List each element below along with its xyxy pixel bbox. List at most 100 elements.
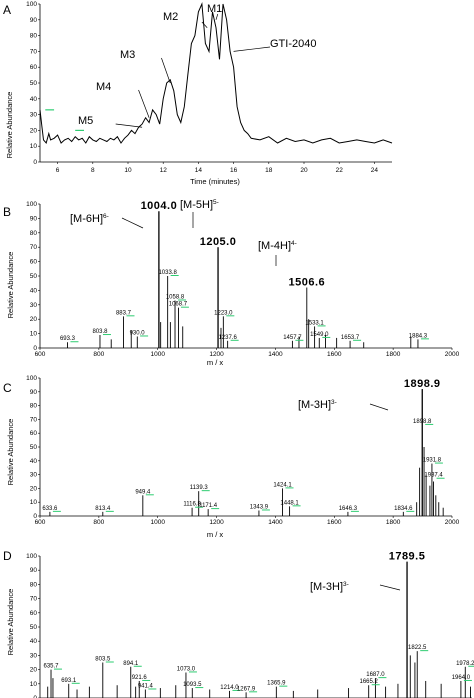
y-tick-label: 10 xyxy=(30,331,38,338)
y-tick-label: 50 xyxy=(30,273,38,280)
y-tick-label: 10 xyxy=(30,143,38,150)
x-tick-label: 800 xyxy=(93,351,104,358)
y-tick-label: 30 xyxy=(30,652,38,659)
y-tick-label: 100 xyxy=(26,201,37,208)
y-tick-label: 20 xyxy=(30,127,38,134)
peak-label: 1073.0 xyxy=(177,666,196,672)
y-tick-label: 100 xyxy=(26,1,37,8)
annotation-arrow xyxy=(201,21,208,28)
x-tick-label: 2000 xyxy=(445,519,460,526)
annotation-arrow xyxy=(233,46,271,52)
peak-label: 1789.5 xyxy=(389,551,426,563)
y-tick-label: 20 xyxy=(30,667,38,674)
y-tick-label: 80 xyxy=(30,581,38,588)
panel-b-xlabel: m / x xyxy=(207,358,223,367)
y-tick-label: 40 xyxy=(30,287,38,294)
peak-label: 803.5 xyxy=(95,657,111,663)
x-tick-label: 1200 xyxy=(209,519,224,526)
peak-label: 1533.1 xyxy=(305,320,324,326)
ion-label-m-3h-d: [M-3H]3- xyxy=(310,581,349,593)
peak-label: 1116.8 xyxy=(183,502,201,508)
panel-d-plot: 0 10 20 30 40 50 60 70 80 90 100 635.7 693.1 803.5 894… xyxy=(26,551,474,698)
peak-label: 1267.9 xyxy=(237,686,256,692)
y-tick-label: 40 xyxy=(30,458,38,465)
x-tick-label: 1600 xyxy=(327,351,342,358)
peak-label: 635.7 xyxy=(44,664,60,670)
x-tick-label: 1800 xyxy=(386,351,401,358)
panel-b-plot: 0 10 20 30 40 50 60 70 80 90 100 600 800 1000 1200 1400… xyxy=(26,200,459,358)
y-tick-label: 90 xyxy=(30,567,38,574)
x-tick-label: 14 xyxy=(195,167,203,174)
peak-label: 1898.9 xyxy=(404,378,441,390)
peak-label: 1223.0 xyxy=(214,310,233,316)
ion-annotation-arrow xyxy=(379,584,401,591)
peak-label: 693.3 xyxy=(60,336,76,342)
y-tick-label: 50 xyxy=(30,444,38,451)
peak-label: 921.6 xyxy=(132,675,148,681)
annotation-arrow xyxy=(215,13,219,20)
peak-label: 1033.8 xyxy=(158,270,177,276)
ion-label-m-3h-c: [M-3H]3- xyxy=(298,399,337,411)
y-tick-label: 90 xyxy=(30,17,38,24)
ion-annotation-arrow xyxy=(369,403,389,411)
peak-label: 633.6 xyxy=(42,506,58,512)
y-tick-label: 20 xyxy=(30,485,38,492)
annotation-arrow xyxy=(115,123,143,128)
peak-label: 1964.0 xyxy=(452,675,471,681)
peak-label: 930.0 xyxy=(130,330,146,336)
y-tick-label: 30 xyxy=(30,472,38,479)
y-tick-label: 40 xyxy=(30,638,38,645)
x-tick-label: 800 xyxy=(93,519,104,526)
x-tick-label: 1600 xyxy=(327,519,342,526)
y-tick-label: 40 xyxy=(30,96,38,103)
y-tick-label: 0 xyxy=(33,695,37,698)
peak-label: 1068.7 xyxy=(169,302,188,308)
y-tick-label: 60 xyxy=(30,610,38,617)
x-tick-label: 1000 xyxy=(150,519,165,526)
peak-label: 1653.7 xyxy=(341,335,360,341)
y-tick-label: 0 xyxy=(33,345,37,352)
y-tick-label: 30 xyxy=(30,112,38,119)
y-tick-label: 100 xyxy=(26,553,37,560)
peak-label: 1884.3 xyxy=(409,333,428,339)
panel-c-ylabel: Relative Abundance xyxy=(6,419,15,486)
peak-label: 1898.8 xyxy=(413,419,432,425)
x-tick-label: 600 xyxy=(35,519,46,526)
label-m5: M5 xyxy=(78,115,93,127)
label-m1: M1 xyxy=(207,3,222,15)
x-tick-label: 1400 xyxy=(268,351,283,358)
annotation-arrow xyxy=(161,57,171,84)
y-tick-label: 60 xyxy=(30,259,38,266)
peak-label: 1139.3 xyxy=(190,485,209,491)
x-tick-label: 22 xyxy=(336,167,344,174)
label-m3: M3 xyxy=(120,49,135,61)
x-tick-label: 18 xyxy=(265,167,273,174)
label-m4: M4 xyxy=(96,81,111,93)
y-tick-label: 80 xyxy=(30,403,38,410)
panel-a-xlabel: Time (minutes) xyxy=(190,177,240,186)
peak-label: 1448.1 xyxy=(280,500,299,506)
y-tick-label: 10 xyxy=(30,499,38,506)
panel-a-ylabel: Relative Abundance xyxy=(5,92,14,159)
peak-label: 813.4 xyxy=(95,506,111,512)
x-tick-label: 2000 xyxy=(445,351,460,358)
peak-label: 1937.4 xyxy=(424,473,443,479)
peak-label: 1237.6 xyxy=(218,335,237,341)
panel-d-ylabel: Relative Abundance xyxy=(6,589,15,656)
y-tick-label: 90 xyxy=(30,389,38,396)
y-tick-label: 70 xyxy=(30,596,38,603)
peak-label: 1365.9 xyxy=(267,681,286,687)
peak-label: 693.1 xyxy=(61,678,77,684)
ion-label-m-6h: [M-6H]6- xyxy=(70,213,109,225)
peak-label: 1004.0 xyxy=(141,200,178,212)
peak-label: 949.4 xyxy=(135,489,151,495)
y-tick-label: 0 xyxy=(33,513,37,520)
y-tick-label: 0 xyxy=(33,159,37,166)
y-tick-label: 80 xyxy=(30,230,38,237)
panel-c-xlabel: m / x xyxy=(207,530,223,539)
panel-b-ylabel: Relative Abundance xyxy=(6,252,15,319)
peak-label: 1646.3 xyxy=(339,506,358,512)
panel-a-letter: A xyxy=(3,3,11,17)
peak-label: 1665.2 xyxy=(360,679,379,685)
